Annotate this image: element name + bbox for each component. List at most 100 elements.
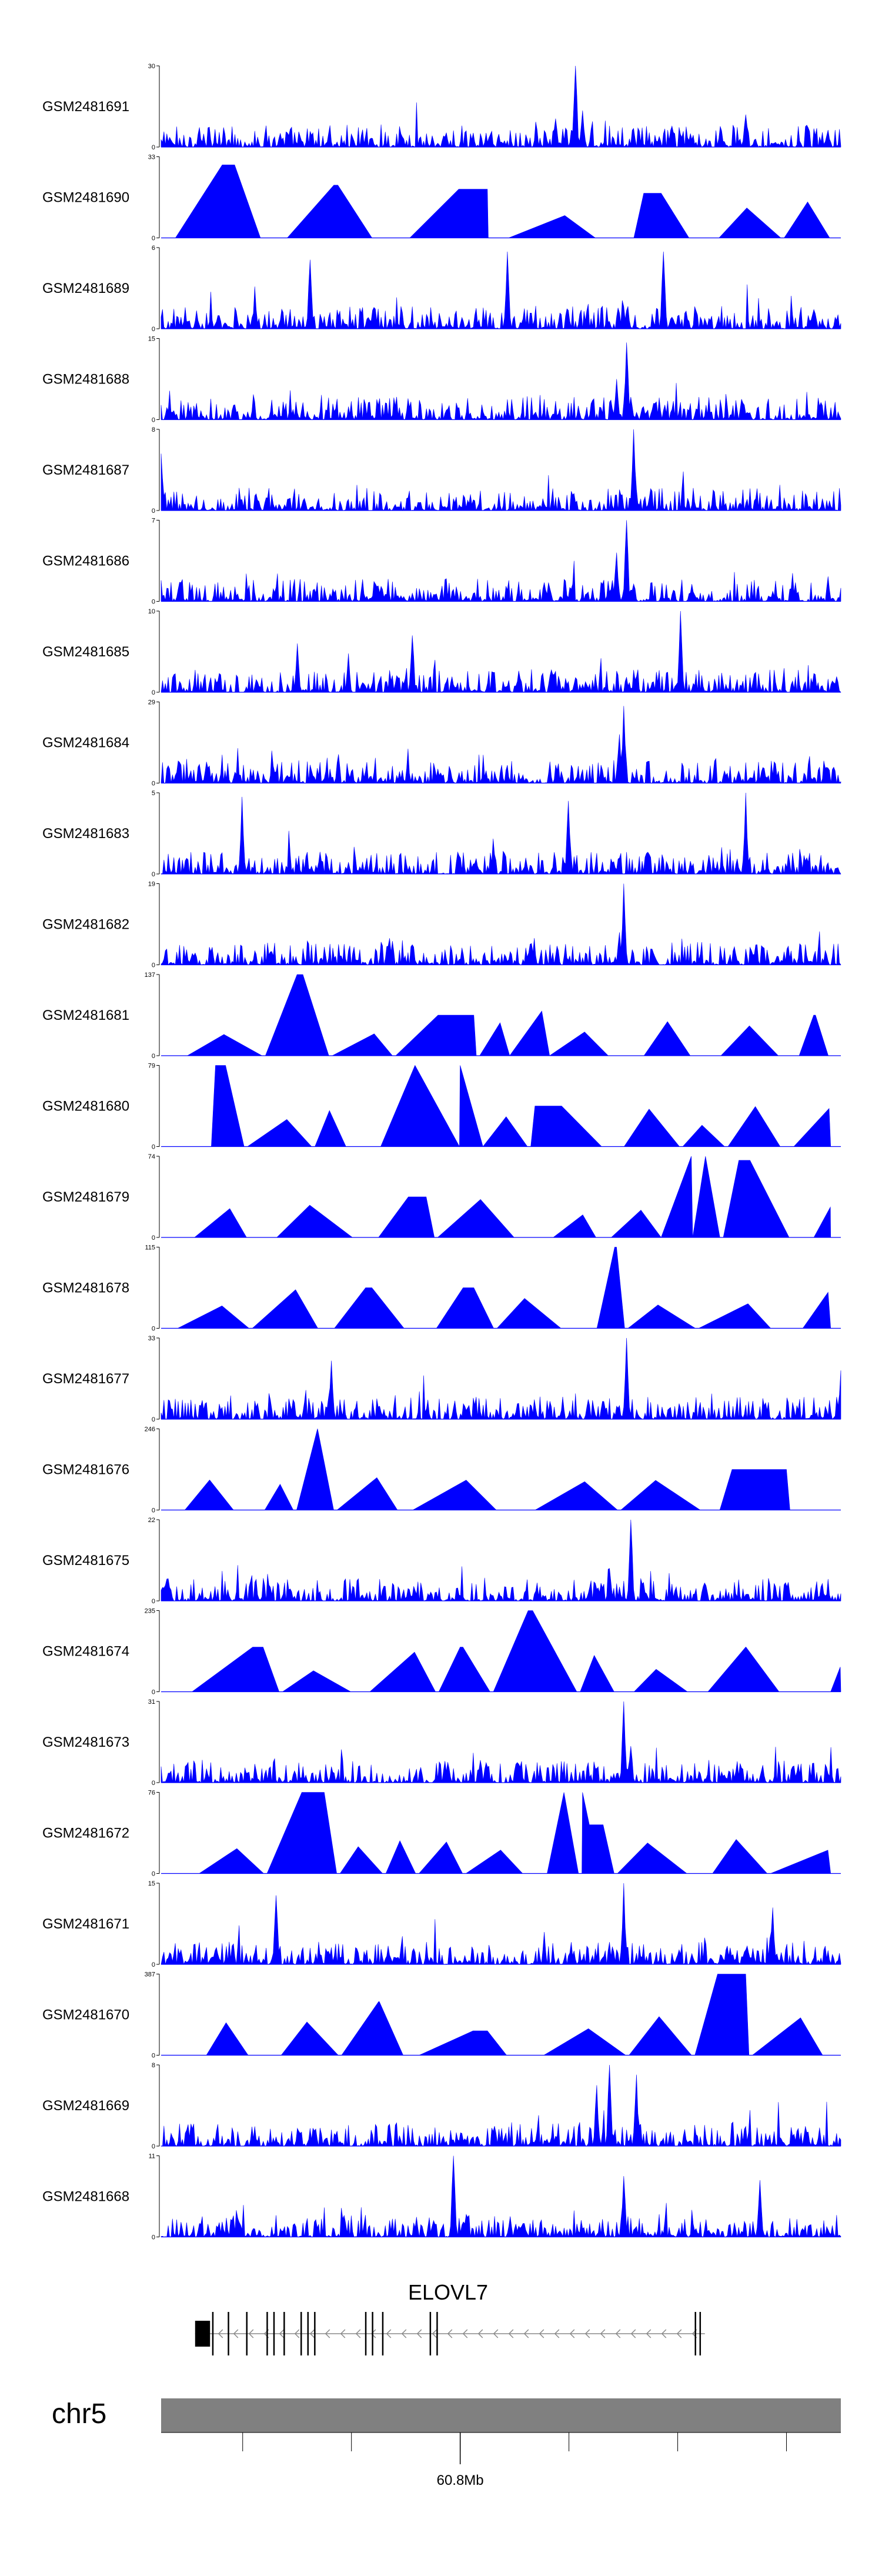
y-max-label: 115 (145, 1244, 155, 1252)
exon (266, 2312, 268, 2355)
track-GSM2481689: GSM2481689 6 0 (42, 245, 841, 333)
track-GSM2481670: GSM2481670 387 0 (42, 1971, 841, 2060)
strand-arrow (325, 2329, 330, 2338)
y-min-label: 0 (152, 1780, 155, 1787)
track-GSM2481675: GSM2481675 22 0 (42, 1517, 841, 1605)
y-max-label: 10 (148, 608, 155, 615)
strand-arrow (584, 2329, 590, 2338)
strand-arrow (233, 2329, 239, 2338)
y-max-label: 11 (149, 2153, 155, 2160)
exon (365, 2312, 367, 2355)
chromosome-axis: chr5 60.8Mb (52, 2398, 841, 2488)
strand-arrow (630, 2329, 636, 2338)
track-label: GSM2481671 (42, 1916, 129, 1932)
exon (228, 2312, 229, 2355)
track-label: GSM2481679 (42, 1189, 129, 1205)
strand-arrow (279, 2329, 285, 2338)
y-max-label: 22 (148, 1517, 155, 1524)
track-GSM2481686: GSM2481686 7 0 (42, 518, 841, 606)
signal-area (161, 610, 841, 693)
track-label: GSM2481677 (42, 1371, 129, 1387)
track-label: GSM2481691 (42, 99, 129, 115)
chromosome-label: chr5 (52, 2398, 106, 2430)
signal-area (161, 706, 841, 784)
strand-arrow (615, 2329, 621, 2338)
track-GSM2481684: GSM2481684 29 0 (42, 699, 841, 788)
y-max-label: 29 (148, 699, 155, 706)
exon (307, 2312, 309, 2355)
strand-arrow (355, 2329, 361, 2338)
y-max-label: 15 (148, 1880, 155, 1887)
gene-label: ELOVL7 (408, 2280, 488, 2304)
track-label: GSM2481673 (42, 1734, 129, 1750)
strand-arrow (477, 2329, 483, 2338)
y-min-label: 0 (152, 871, 155, 878)
strand-arrow (386, 2329, 392, 2338)
y-max-label: 5 (152, 790, 155, 797)
y-max-label: 7 (152, 518, 155, 525)
track-label: GSM2481687 (42, 462, 129, 478)
signal-area (161, 1337, 841, 1420)
y-min-label: 0 (152, 962, 155, 969)
strand-arrow (340, 2329, 346, 2338)
strand-arrow (676, 2329, 682, 2338)
exon (283, 2312, 285, 2355)
signal-area (161, 1519, 841, 1602)
track-GSM2481681: GSM2481681 137 0 (42, 972, 841, 1060)
strand-arrow (432, 2329, 437, 2338)
exon (699, 2312, 701, 2355)
strand-arrow (646, 2329, 652, 2338)
y-min-label: 0 (152, 1871, 155, 1878)
track-GSM2481677: GSM2481677 33 0 (42, 1335, 841, 1423)
track-label: GSM2481669 (42, 2098, 129, 2114)
track-label: GSM2481683 (42, 826, 129, 842)
track-GSM2481672: GSM2481672 76 0 (42, 1790, 841, 1878)
y-min-label: 0 (152, 144, 155, 151)
track-label: GSM2481680 (42, 1099, 129, 1115)
signal-area (161, 429, 841, 512)
signal-area (161, 165, 841, 238)
exon (273, 2312, 275, 2355)
signal-area (161, 1610, 841, 1692)
y-min-label: 0 (152, 1689, 155, 1696)
track-label: GSM2481682 (42, 917, 129, 933)
y-max-label: 137 (145, 972, 155, 979)
track-label: GSM2481675 (42, 1553, 129, 1569)
y-min-label: 0 (152, 1598, 155, 1605)
exon (436, 2312, 438, 2355)
track-GSM2481673: GSM2481673 31 0 (42, 1699, 841, 1787)
track-label: GSM2481688 (42, 372, 129, 388)
y-max-label: 79 (148, 1063, 155, 1070)
strand-arrow (493, 2329, 499, 2338)
y-max-label: 19 (148, 881, 155, 888)
exon (212, 2312, 214, 2355)
track-label: GSM2481690 (42, 190, 129, 206)
signal-area (161, 792, 841, 875)
track-GSM2481676: GSM2481676 246 0 (42, 1426, 841, 1514)
y-min-label: 0 (152, 1234, 155, 1242)
y-max-label: 246 (145, 1426, 155, 1433)
track-label: GSM2481685 (42, 644, 129, 660)
track-GSM2481685: GSM2481685 10 0 (42, 608, 841, 696)
strand-arrow (554, 2329, 560, 2338)
exon (300, 2312, 302, 2355)
strand-arrow (569, 2329, 575, 2338)
track-label: GSM2481674 (42, 1644, 129, 1660)
signal-area (161, 1974, 841, 2056)
track-GSM2481688: GSM2481688 15 0 (42, 336, 841, 424)
y-min-label: 0 (152, 508, 155, 515)
y-min-label: 0 (152, 2234, 155, 2241)
strand-arrow (218, 2329, 223, 2338)
signal-area (161, 1156, 841, 1238)
track-GSM2481680: GSM2481680 79 0 (42, 1063, 841, 1151)
track-label: GSM2481672 (42, 1826, 129, 1841)
y-max-label: 33 (148, 1335, 155, 1342)
y-min-label: 0 (152, 1961, 155, 1968)
y-max-label: 30 (148, 63, 155, 70)
track-GSM2481683: GSM2481683 5 0 (42, 790, 841, 878)
strand-arrow (294, 2329, 300, 2338)
track-label: GSM2481681 (42, 1007, 129, 1023)
y-max-label: 31 (148, 1699, 155, 1706)
track-label: GSM2481668 (42, 2189, 129, 2205)
